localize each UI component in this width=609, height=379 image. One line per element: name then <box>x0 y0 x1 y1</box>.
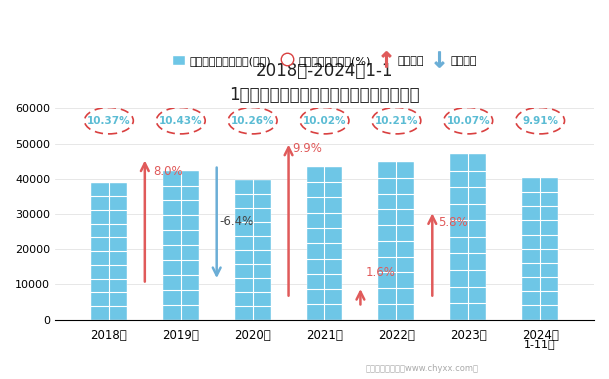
Text: 制图：智研咏询（www.chyxx.com）: 制图：智研咏询（www.chyxx.com） <box>365 365 479 373</box>
Bar <box>450 154 486 319</box>
Bar <box>378 162 414 319</box>
Text: 8.0%: 8.0% <box>153 165 183 178</box>
Text: 10.43%: 10.43% <box>159 116 203 126</box>
Text: 1-11月: 1-11月 <box>524 339 556 349</box>
Bar <box>522 178 558 319</box>
Text: -6.4%: -6.4% <box>220 215 254 227</box>
Text: 10.07%: 10.07% <box>446 116 490 126</box>
Bar <box>306 167 342 319</box>
Text: 1.6%: 1.6% <box>365 266 395 279</box>
Text: 5.8%: 5.8% <box>438 216 468 229</box>
Bar <box>91 183 127 319</box>
Title: 2018年-2024年1-1
1月广东省累计社会消费品零售总额统计图: 2018年-2024年1-1 1月广东省累计社会消费品零售总额统计图 <box>229 63 420 104</box>
Text: 9.9%: 9.9% <box>292 143 322 155</box>
Text: 10.26%: 10.26% <box>231 116 275 126</box>
Text: 10.02%: 10.02% <box>303 116 347 126</box>
Text: 10.21%: 10.21% <box>375 116 418 126</box>
Text: 9.91%: 9.91% <box>522 116 558 126</box>
Bar <box>234 180 270 319</box>
Bar <box>163 171 199 319</box>
Text: 10.37%: 10.37% <box>87 116 131 126</box>
Legend: 社会消费品零售总额(亿元), 广东省占全国比重(%), 同比增加, 同比减少: 社会消费品零售总额(亿元), 广东省占全国比重(%), 同比增加, 同比减少 <box>167 50 481 70</box>
